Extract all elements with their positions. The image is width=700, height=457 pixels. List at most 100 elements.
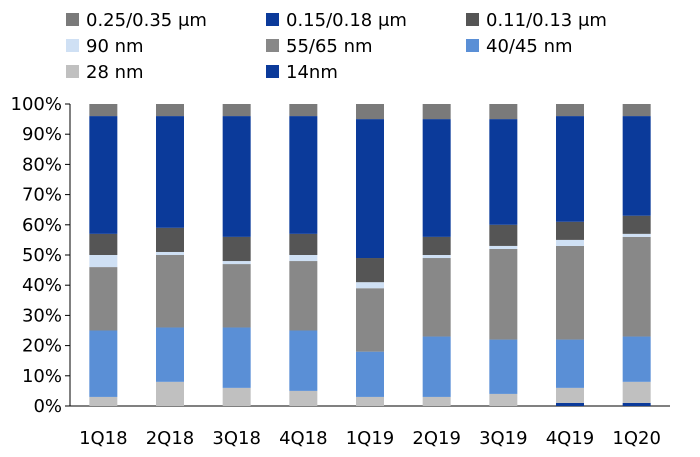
bar-segment — [356, 288, 384, 352]
bars — [89, 104, 651, 406]
bar-segment — [556, 402, 584, 406]
bar-segment — [422, 236, 451, 255]
legend-swatch — [66, 13, 79, 26]
y-tick-label: 80% — [22, 154, 62, 175]
bar-segment — [489, 104, 518, 120]
legend-label: 40/45 nm — [486, 36, 573, 57]
y-tick-label: 10% — [22, 366, 62, 387]
bar-segment — [156, 381, 184, 406]
bar-segment — [556, 221, 584, 240]
bar-segment — [356, 282, 384, 289]
bar-segment — [356, 396, 384, 406]
bar-segment — [222, 116, 251, 237]
legend-swatch — [66, 39, 79, 52]
y-tick-label: 50% — [22, 245, 62, 266]
bar-segment — [89, 116, 118, 234]
y-tick-label: 60% — [22, 215, 62, 236]
x-tick-label: 3Q18 — [212, 428, 261, 449]
legend-label: 14nm — [286, 62, 338, 83]
bar-segment — [222, 104, 251, 117]
legend-swatch — [66, 65, 79, 78]
axes: 0% 10% 20% 30% 40% 50% 60% 70% 80% 90% 100% — [11, 94, 670, 417]
x-tick-label: 1Q20 — [612, 428, 661, 449]
legend-label: 0.25/0.35 μm — [86, 10, 207, 31]
bar-segment — [622, 402, 651, 406]
x-tick-label: 4Q19 — [546, 428, 595, 449]
bar-segment — [289, 261, 318, 331]
bar-segment — [422, 255, 451, 259]
x-tick-label: 1Q18 — [79, 428, 128, 449]
bar-segment — [156, 116, 184, 228]
bar-segment — [222, 236, 251, 262]
bar-segment — [622, 236, 651, 337]
bar-segment — [89, 267, 118, 331]
bar-segment — [356, 119, 384, 259]
bar-segment — [489, 119, 518, 225]
bar-segment — [489, 248, 518, 340]
x-tick-label: 2Q19 — [412, 428, 461, 449]
bar-segment — [356, 351, 384, 397]
bar-segment — [622, 336, 651, 382]
bar-segment — [222, 327, 251, 388]
bar-segment — [289, 390, 318, 406]
y-tick-label: 30% — [22, 305, 62, 326]
x-tick-label: 2Q18 — [146, 428, 195, 449]
legend-label: 0.11/0.13 μm — [486, 10, 607, 31]
bar-segment — [489, 224, 518, 246]
legend-label: 90 nm — [86, 36, 144, 57]
bar-segment — [622, 215, 651, 234]
legend: 0.25/0.35 μm 0.15/0.18 μm 0.11/0.13 μm 90 n… — [66, 10, 607, 83]
bar-segment — [622, 104, 651, 117]
bar-segment — [89, 330, 118, 397]
bar-segment — [422, 258, 451, 337]
legend-swatch — [266, 65, 279, 78]
bar-segment — [156, 227, 184, 252]
legend-swatch — [466, 13, 479, 26]
legend-label: 0.15/0.18 μm — [286, 10, 407, 31]
legend-label: 55/65 nm — [286, 36, 373, 57]
bar-segment — [556, 116, 584, 222]
bar-segment — [156, 255, 184, 328]
bar-segment — [356, 258, 384, 283]
bar-segment — [622, 381, 651, 403]
x-tick-label: 3Q19 — [479, 428, 528, 449]
bar-segment — [156, 327, 184, 382]
bar-segment — [556, 239, 584, 246]
bar-segment — [622, 233, 651, 237]
bar-segment — [489, 339, 518, 394]
bar-segment — [422, 104, 451, 120]
bar-segment — [622, 116, 651, 216]
y-tick-label: 90% — [22, 124, 62, 145]
y-tick-label: 40% — [22, 275, 62, 296]
bar-segment — [156, 251, 184, 255]
bar-segment — [489, 393, 518, 406]
bar-segment — [289, 233, 318, 255]
y-tick-label: 0% — [33, 396, 62, 417]
legend-swatch — [466, 39, 479, 52]
bar-segment — [89, 255, 118, 268]
bar-segment — [289, 255, 318, 262]
bar-segment — [422, 396, 451, 406]
legend-label: 28 nm — [86, 62, 144, 83]
bar-segment — [289, 330, 318, 391]
bar-segment — [556, 387, 584, 403]
bar-segment — [89, 104, 118, 117]
bar-segment — [222, 387, 251, 406]
bar-segment — [222, 261, 251, 265]
x-axis-labels: 1Q18 2Q18 3Q18 4Q18 1Q19 2Q19 3Q19 4Q19 1Q20 — [79, 428, 661, 449]
bar-segment — [156, 104, 184, 117]
bar-segment — [556, 339, 584, 388]
bar-segment — [556, 104, 584, 117]
bar-segment — [222, 264, 251, 328]
bar-segment — [89, 396, 118, 406]
bar-segment — [289, 104, 318, 117]
bar-segment — [89, 233, 118, 255]
bar-segment — [422, 336, 451, 397]
x-tick-label: 4Q18 — [279, 428, 328, 449]
y-tick-label: 70% — [22, 185, 62, 206]
bar-segment — [422, 119, 451, 237]
bar-segment — [556, 245, 584, 340]
bar-segment — [289, 116, 318, 234]
x-tick-label: 1Q19 — [346, 428, 395, 449]
